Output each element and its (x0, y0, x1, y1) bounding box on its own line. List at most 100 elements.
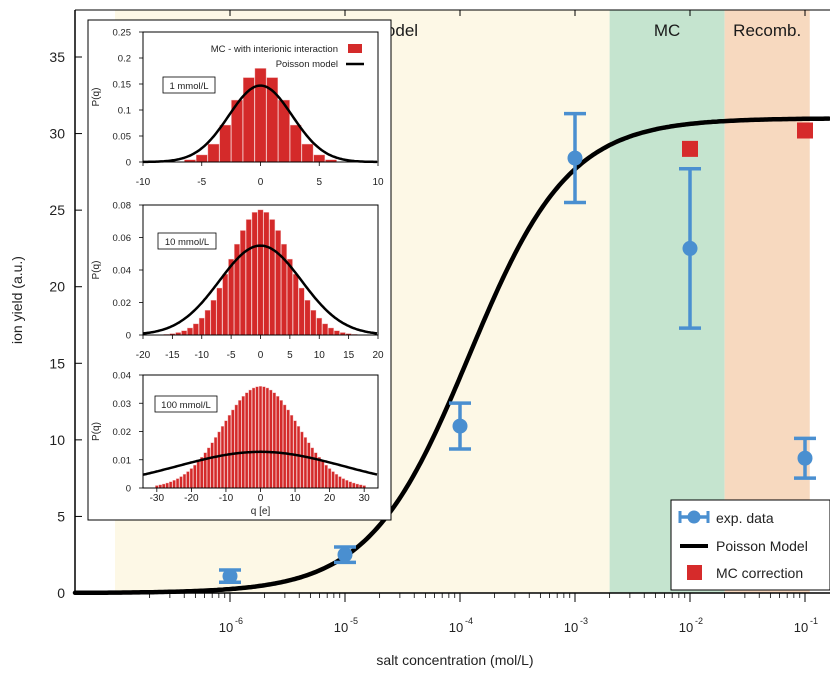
histogram-bar (289, 124, 302, 163)
y-axis-label: ion yield (a.u.) (9, 256, 25, 344)
inset-x-tick-label: -10 (195, 350, 210, 361)
exp-data-point (452, 418, 468, 434)
histogram-bar (355, 483, 359, 489)
inset-x-tick-label: 15 (343, 350, 355, 361)
exp-data-point (337, 547, 353, 563)
inset-y-tick-label: 0.05 (113, 132, 132, 143)
inset-x-tick-label: 10 (289, 493, 301, 504)
concentration-label-box (162, 76, 216, 94)
histogram-bar (234, 404, 238, 489)
inset-x-tick-label: -10 (136, 177, 151, 188)
x-tick-label: 10 (334, 620, 348, 635)
histogram-bar (276, 396, 280, 489)
histogram-bar (283, 404, 287, 489)
inset-x-tick-label: 20 (372, 350, 384, 361)
histogram-bar (238, 400, 242, 489)
y-tick-label: 30 (49, 126, 65, 142)
histogram-bar (272, 392, 276, 489)
histogram-bar (222, 273, 229, 336)
histogram-bar (289, 415, 294, 489)
histogram-bar (331, 471, 335, 489)
x-tick-exponent: -4 (465, 616, 473, 626)
region-label: Recomb. (733, 21, 801, 40)
histogram-bar (207, 447, 211, 489)
histogram-bar (292, 273, 299, 336)
inset-y-tick-label: 0.04 (113, 266, 132, 277)
inset-y-tick-label: 0.15 (113, 80, 132, 91)
histogram-bar (207, 143, 220, 163)
inset-x-tick-label: 0 (258, 350, 264, 361)
histogram-bar (286, 409, 290, 489)
histogram-bar (275, 230, 281, 336)
mc-correction-marker (682, 140, 698, 157)
inset-x-tick-label: 30 (359, 493, 371, 504)
histogram-bar (217, 431, 221, 489)
histogram-bar (216, 287, 223, 336)
mc-correction-marker (797, 122, 813, 139)
histogram-bar (240, 230, 246, 336)
histogram-bar (196, 461, 200, 489)
region-background (609, 10, 725, 593)
histogram-bar (307, 442, 311, 489)
x-tick-exponent: -3 (580, 616, 588, 626)
concentration-label: 10 mmol/L (165, 237, 209, 248)
histogram-bar (304, 300, 311, 336)
histogram-bar (269, 219, 276, 336)
region-background (724, 10, 810, 593)
histogram-bar (265, 387, 270, 489)
exp-data-point (567, 150, 583, 166)
inset-x-tick-label: -5 (227, 350, 236, 361)
y-tick-label: 5 (57, 508, 65, 524)
histogram-bar (187, 327, 193, 336)
inset-y-axis-label: P(q) (91, 261, 102, 280)
histogram-bar (303, 437, 308, 489)
inset-poisson-curve (143, 84, 377, 164)
main-legend: exp. data Poisson Model MC correction (670, 499, 830, 591)
histogram-bar (172, 480, 176, 489)
legend-mc-marker (687, 565, 702, 580)
region-label: MC (654, 21, 680, 40)
inset-legend-label: Poisson model (276, 59, 338, 70)
inset-y-axis-label: P(q) (91, 422, 102, 441)
histogram-bar (300, 431, 304, 489)
histogram-bar (254, 68, 267, 163)
exp-data-point (682, 240, 698, 256)
histogram-bar (279, 400, 283, 489)
histogram-bar (322, 323, 328, 336)
histogram-bar (327, 468, 332, 489)
inset-y-tick-label: 0 (126, 158, 131, 169)
histogram-bar (227, 415, 232, 489)
histogram-bar (210, 300, 217, 336)
inset-x-tick-label: 0 (258, 177, 264, 188)
histogram-bar (255, 386, 259, 489)
inset-x-tick-label: 0 (258, 493, 264, 504)
inset-x-tick-label: 10 (372, 177, 384, 188)
histogram-bar (193, 464, 197, 489)
poisson-model-curve (72, 116, 830, 596)
inset-y-tick-label: 0 (126, 331, 131, 342)
inset-x-tick-label: 5 (316, 177, 322, 188)
histogram-bar (245, 392, 249, 489)
histogram-bar (345, 480, 349, 489)
histogram-bar (269, 389, 273, 489)
inset-y-tick-label: 0.1 (118, 106, 131, 117)
inset-x-tick-label: 20 (324, 493, 336, 504)
legend-label: Poisson Model (716, 538, 808, 554)
histogram-bar (313, 154, 326, 163)
histogram-bar (321, 461, 325, 489)
x-tick-label: 10 (449, 620, 463, 635)
legend-label: MC correction (716, 565, 803, 581)
histogram-bar (228, 258, 234, 336)
inset-y-tick-label: 0.02 (113, 298, 132, 309)
inset-y-tick-label: 0.2 (118, 54, 131, 65)
x-tick-label: 10 (679, 620, 693, 635)
exp-data-point (222, 568, 238, 584)
histogram-bar (251, 212, 258, 336)
histogram-bar (334, 474, 339, 489)
x-tick-label: 10 (219, 620, 233, 635)
histogram-bar (298, 287, 305, 336)
histogram-bar (241, 396, 245, 489)
inset-x-tick-label: -20 (184, 493, 199, 504)
